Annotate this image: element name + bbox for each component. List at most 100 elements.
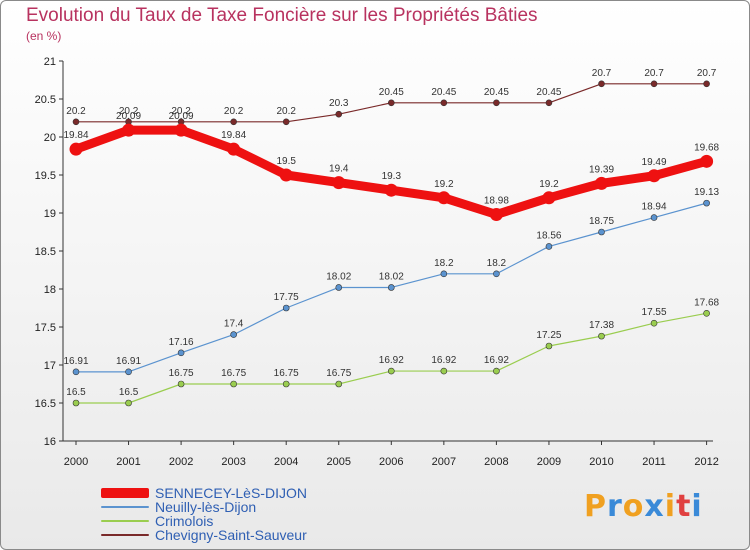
data-label: 20.2 — [276, 106, 296, 117]
data-label: 17.38 — [589, 320, 614, 331]
data-label: 19.84 — [221, 130, 246, 141]
data-point — [282, 304, 290, 312]
legend-label: SENNECEY-LèS-DIJON — [155, 485, 307, 501]
data-label: 16.92 — [379, 355, 404, 366]
data-label: 20.09 — [116, 111, 141, 122]
data-label: 19.2 — [434, 179, 454, 190]
data-label: 19.39 — [589, 164, 614, 175]
chart-title: Evolution du Taux de Taxe Foncière sur l… — [26, 5, 538, 26]
data-point — [282, 118, 290, 126]
data-point — [437, 191, 451, 205]
data-label: 17.75 — [274, 292, 299, 303]
data-label: 20.2 — [119, 106, 139, 117]
data-point — [440, 270, 448, 278]
data-point — [700, 154, 714, 168]
legend-label: Crimolois — [155, 513, 214, 529]
data-label: 19.2 — [539, 179, 559, 190]
data-label: 19.13 — [694, 187, 719, 198]
data-label: 20.2 — [171, 106, 191, 117]
data-point — [125, 399, 132, 407]
legend-swatch — [101, 506, 149, 508]
y-tick-label: 20 — [44, 132, 56, 144]
data-label: 16.5 — [66, 387, 86, 398]
data-label: 16.75 — [221, 368, 246, 379]
x-tick-label: 2009 — [537, 456, 561, 468]
data-point — [545, 243, 553, 250]
data-label: 16.91 — [116, 356, 141, 367]
data-point — [703, 80, 710, 88]
x-tick-label: 2011 — [642, 456, 666, 468]
data-point — [122, 123, 136, 137]
data-point — [542, 191, 556, 205]
data-point — [595, 176, 608, 190]
data-point — [125, 368, 132, 376]
data-point — [72, 368, 80, 376]
x-tick-label: 2010 — [589, 456, 613, 468]
data-point — [282, 380, 290, 388]
logo-letter: i — [664, 489, 677, 524]
x-tick-label: 2005 — [327, 456, 351, 468]
data-label: 18.98 — [484, 196, 509, 207]
data-point — [177, 380, 185, 388]
legend-swatch — [101, 488, 149, 498]
data-label: 20.45 — [379, 87, 404, 98]
data-point — [72, 399, 80, 407]
data-point — [384, 183, 398, 197]
y-tick-label: 20.5 — [35, 94, 56, 106]
legend-label: Neuilly-lès-Dijon — [155, 499, 257, 515]
x-tick-label: 2001 — [116, 456, 140, 468]
y-tick-label: 17.5 — [35, 322, 56, 334]
x-tick-label: 2003 — [221, 456, 245, 468]
x-tick-label: 2002 — [169, 456, 193, 468]
logo-letter: P — [584, 489, 607, 524]
y-tick-label: 16 — [44, 436, 56, 448]
data-label: 20.7 — [644, 68, 664, 79]
data-point — [598, 332, 605, 340]
data-label: 17.68 — [694, 297, 719, 308]
data-label: 17.4 — [224, 319, 244, 330]
data-point — [387, 284, 395, 291]
data-point — [545, 342, 553, 350]
y-tick-label: 19.5 — [35, 170, 56, 182]
data-point — [279, 168, 293, 182]
x-tick-label: 2004 — [274, 456, 298, 468]
data-point — [230, 118, 237, 126]
data-label: 16.92 — [484, 355, 509, 366]
x-tick-label: 2012 — [694, 456, 718, 468]
data-point — [650, 214, 658, 221]
data-label: 16.91 — [63, 356, 88, 367]
data-label: 18.75 — [589, 216, 614, 227]
data-label: 20.7 — [697, 68, 717, 79]
data-label: 19.49 — [642, 157, 667, 168]
x-tick-label: 2000 — [64, 456, 88, 468]
data-point — [493, 99, 500, 107]
data-label: 18.56 — [536, 230, 561, 241]
data-label: 18.94 — [642, 202, 667, 213]
logo-letter: i — [691, 489, 703, 524]
data-point — [335, 380, 343, 388]
data-label: 19.84 — [63, 130, 88, 141]
data-label: 20.2 — [224, 106, 244, 117]
data-label: 18.02 — [379, 271, 404, 282]
data-point — [69, 142, 83, 156]
y-tick-label: 17 — [44, 360, 56, 372]
data-label: 17.25 — [536, 330, 561, 341]
data-point — [598, 80, 605, 88]
data-label: 19.68 — [694, 142, 719, 153]
data-label: 19.4 — [329, 164, 349, 175]
data-label: 20.45 — [431, 87, 456, 98]
data-point — [440, 367, 448, 375]
data-label: 18.02 — [326, 271, 351, 282]
y-tick-label: 16.5 — [35, 398, 56, 410]
chart-subtitle: (en %) — [26, 29, 62, 43]
data-label: 16.75 — [169, 368, 194, 379]
data-label: 16.75 — [274, 368, 299, 379]
data-point — [440, 99, 448, 107]
legend-swatch — [101, 520, 149, 522]
data-point — [72, 118, 80, 126]
data-point — [598, 228, 605, 236]
data-point — [387, 367, 395, 375]
data-point — [177, 349, 185, 357]
y-tick-label: 21 — [44, 56, 56, 68]
